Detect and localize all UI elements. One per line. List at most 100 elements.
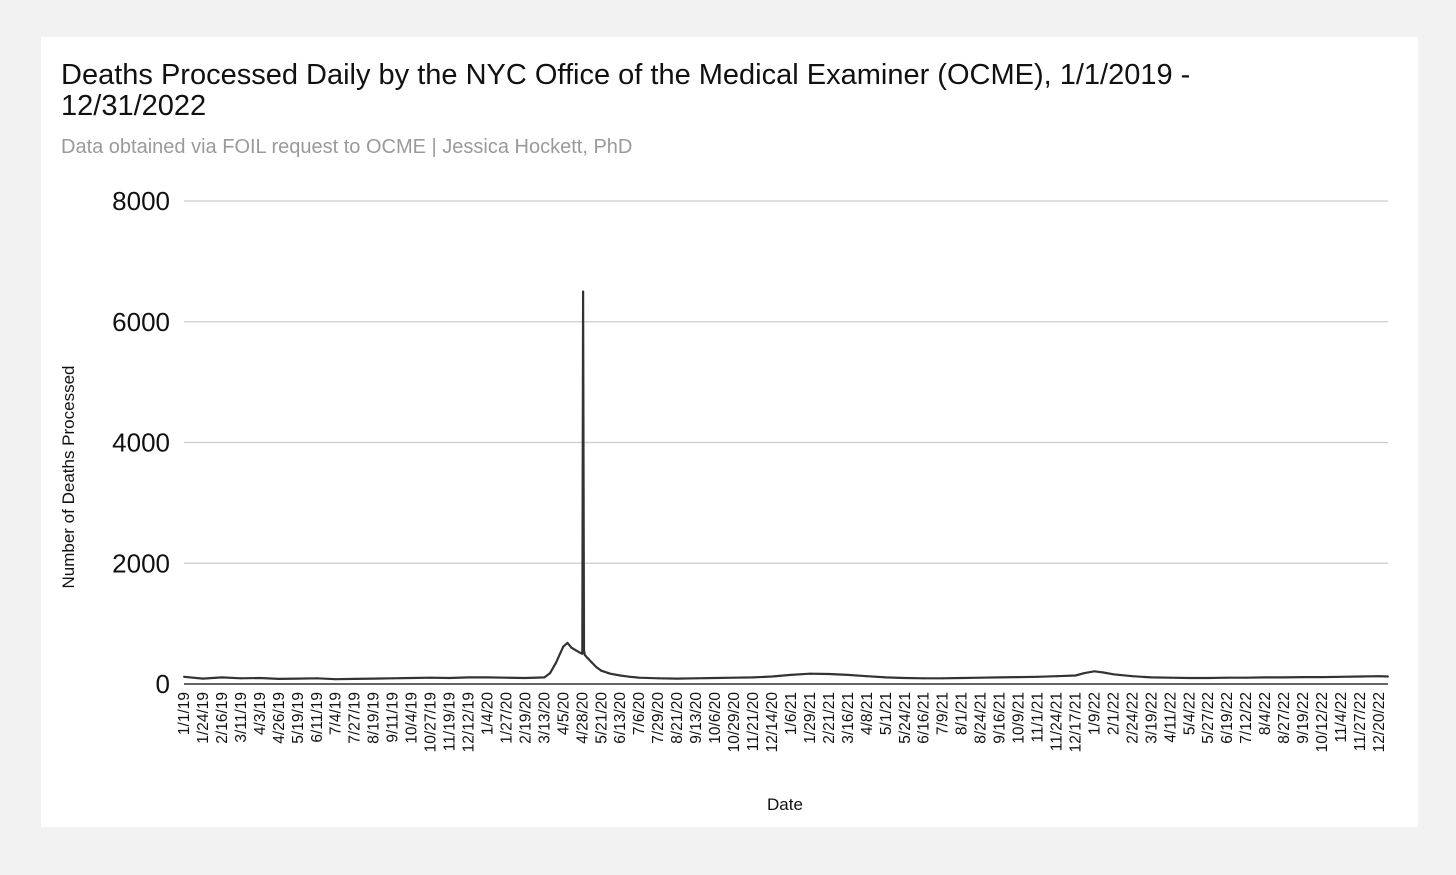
- x-tick-label: 1/6/21: [783, 692, 800, 735]
- x-tick-label: 5/1/21: [878, 692, 895, 735]
- data-point: [771, 675, 773, 678]
- y-axis-title: Number of Deaths Processed: [59, 366, 78, 589]
- x-tick-label: 11/21/20: [745, 692, 762, 752]
- data-point: [808, 672, 811, 675]
- x-tick-label: 10/4/19: [404, 692, 421, 744]
- data-point: [582, 290, 585, 293]
- x-tick-label: 9/16/21: [992, 692, 1009, 744]
- x-tick-label: 12/17/21: [1067, 692, 1084, 752]
- x-tick-label: 2/21/21: [821, 692, 838, 744]
- x-tick-label: 2/1/22: [1105, 692, 1122, 735]
- x-tick-label: 3/13/20: [536, 692, 553, 744]
- x-tick-label: 10/29/20: [726, 692, 743, 753]
- data-point: [865, 675, 868, 678]
- x-tick-label: 11/19/19: [442, 692, 459, 751]
- x-tick-label: 1/27/20: [498, 692, 515, 744]
- x-tick-label: 6/19/22: [1219, 692, 1236, 744]
- x-tick-label: 7/6/20: [631, 692, 648, 735]
- x-tick-label: 7/29/20: [650, 692, 667, 744]
- data-point: [505, 676, 508, 679]
- x-tick-label: 8/19/19: [366, 692, 383, 744]
- x-tick-label: 10/6/20: [707, 692, 724, 744]
- data-point: [467, 676, 470, 679]
- x-tick-label: 1/24/19: [195, 692, 212, 744]
- data-point: [1036, 675, 1039, 678]
- data-point: [429, 676, 432, 679]
- data-point: [827, 673, 830, 675]
- data-point: [296, 677, 299, 680]
- x-tick-label: 5/27/22: [1200, 692, 1217, 744]
- data-point: [566, 641, 569, 644]
- data-point: [752, 676, 754, 679]
- data-point: [583, 649, 585, 652]
- x-tick-label: 1/9/22: [1086, 692, 1103, 735]
- data-point: [277, 677, 280, 680]
- series-line: [183, 290, 1389, 681]
- data-point: [1131, 675, 1134, 678]
- x-tick-label: 8/4/22: [1257, 692, 1274, 735]
- x-tick-label: 11/27/22: [1352, 692, 1369, 751]
- x-tick-label: 5/4/22: [1181, 692, 1198, 735]
- x-axis-title: Date: [767, 795, 803, 814]
- chart-subtitle: Data obtained via FOIL request to OCME |…: [61, 136, 633, 158]
- data-point: [334, 678, 337, 681]
- data-point: [609, 672, 612, 675]
- x-tick-label: 8/27/22: [1276, 692, 1293, 744]
- series-0: [183, 290, 1389, 681]
- data-point: [600, 669, 603, 672]
- data-point: [372, 677, 375, 680]
- x-tick-label: 5/19/19: [290, 692, 307, 744]
- x-tick-label: 2/16/19: [214, 692, 231, 744]
- data-point: [629, 675, 632, 678]
- data-point: [657, 677, 660, 680]
- x-tick-label: 3/19/22: [1143, 692, 1160, 744]
- data-point: [1017, 676, 1020, 679]
- x-tick-label: 8/21/20: [669, 692, 686, 744]
- data-point: [903, 677, 906, 679]
- x-tick-label: 7/27/19: [347, 692, 364, 744]
- data-point: [941, 677, 944, 680]
- data-point: [714, 677, 717, 679]
- x-tick-label: 3/11/19: [233, 692, 250, 743]
- data-point: [410, 677, 413, 679]
- data-point: [258, 677, 261, 679]
- x-tick-label: 1/29/21: [802, 692, 819, 744]
- data-point: [587, 657, 590, 660]
- data-point: [1387, 675, 1389, 678]
- x-tick-label: 10/12/22: [1314, 692, 1331, 752]
- x-tick-label: 5/21/20: [593, 692, 610, 744]
- data-point: [1359, 675, 1361, 678]
- data-point: [676, 677, 679, 680]
- y-tick-label: 8000: [112, 186, 170, 216]
- y-tick-label: 0: [156, 669, 170, 699]
- x-tick-label: 9/11/19: [385, 692, 402, 743]
- data-point: [239, 677, 242, 680]
- data-point: [559, 652, 561, 655]
- data-point: [543, 676, 546, 679]
- data-point: [220, 676, 223, 679]
- x-tick-label: 4/26/19: [271, 692, 288, 744]
- data-point: [353, 677, 356, 680]
- y-tick-label: 6000: [112, 307, 170, 337]
- x-tick-label: 11/4/22: [1333, 692, 1350, 743]
- x-tick-label: 3/16/21: [840, 692, 857, 744]
- x-tick-label: 9/13/20: [688, 692, 705, 744]
- data-point: [549, 672, 552, 675]
- data-point: [619, 674, 622, 677]
- data-point: [1264, 676, 1267, 679]
- x-tick-label: 5/24/21: [897, 692, 914, 744]
- data-point: [1226, 676, 1229, 679]
- data-point: [554, 661, 557, 664]
- x-tick-label: 11/24/21: [1048, 692, 1065, 751]
- data-point: [1093, 670, 1096, 673]
- data-point: [1169, 676, 1172, 679]
- data-point: [695, 677, 698, 680]
- x-tick-label: 1/1/19: [176, 692, 193, 735]
- data-point: [638, 676, 641, 679]
- x-tick-label: 10/27/19: [423, 692, 440, 752]
- x-tick-label: 4/3/19: [252, 692, 269, 735]
- data-point: [578, 651, 581, 654]
- data-point: [1340, 675, 1342, 678]
- x-tick-label: 8/24/21: [973, 692, 990, 744]
- data-point: [1377, 675, 1380, 678]
